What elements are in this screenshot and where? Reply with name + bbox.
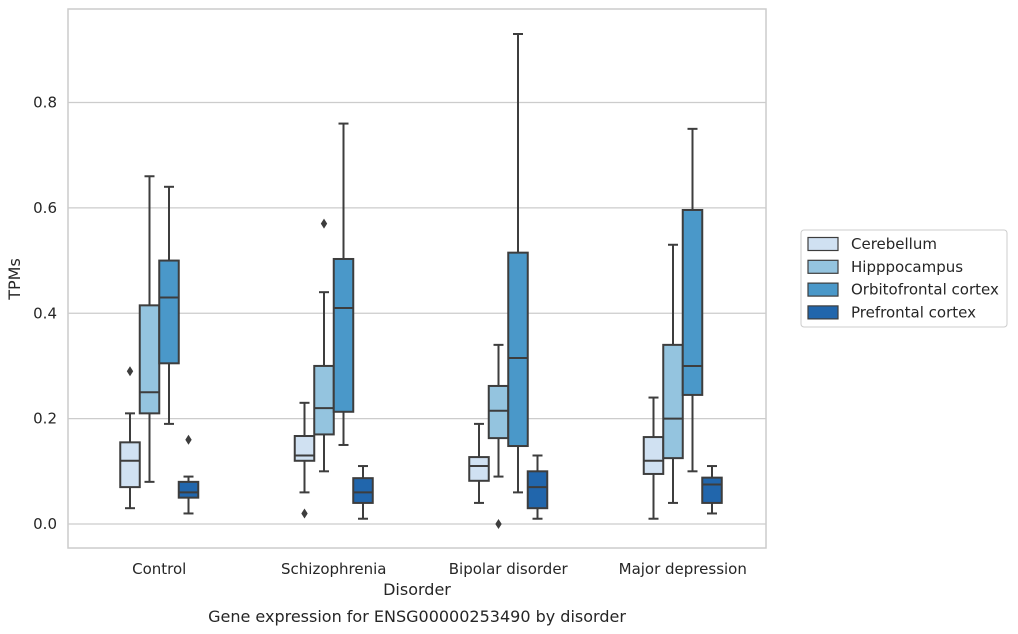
box-iqr bbox=[119, 441, 141, 489]
legend-frame bbox=[800, 229, 1008, 328]
y-tick-label: 0.0 bbox=[33, 515, 57, 533]
box-orbitofrontal-cortex bbox=[158, 185, 180, 425]
box-hipppocampus bbox=[662, 243, 684, 504]
x-axis-title: Disorder bbox=[383, 580, 451, 599]
outlier-point bbox=[495, 519, 502, 529]
legend-label: Orbitofrontal cortex bbox=[851, 281, 999, 299]
box-orbitofrontal-cortex bbox=[681, 127, 704, 473]
box-iqr bbox=[332, 257, 355, 413]
box-hipppocampus bbox=[487, 343, 510, 529]
outlier-point bbox=[185, 434, 192, 445]
box-iqr bbox=[158, 259, 180, 365]
y-tick-label: 0.2 bbox=[33, 410, 57, 428]
box-iqr bbox=[662, 343, 684, 460]
legend-label: Cerebellum bbox=[851, 235, 937, 253]
box-iqr bbox=[507, 251, 529, 448]
boxes bbox=[119, 33, 723, 529]
legend-label: Hipppocampus bbox=[851, 258, 963, 276]
box-prefrontal-cortex bbox=[526, 454, 549, 520]
box-cerebellum bbox=[119, 366, 141, 510]
box-iqr bbox=[293, 435, 316, 462]
x-tick-label: Control bbox=[132, 560, 186, 578]
box-iqr bbox=[701, 476, 723, 504]
outlier-point bbox=[301, 508, 308, 519]
box-iqr bbox=[468, 456, 490, 482]
outlier-point bbox=[126, 366, 134, 377]
y-axis-ticks: 0.0 0.2 0.4 0.6 0.8 bbox=[33, 94, 57, 534]
box-iqr bbox=[526, 470, 549, 510]
box-prefrontal-cortex bbox=[701, 465, 723, 515]
x-tick-label: Bipolar disorder bbox=[449, 560, 569, 578]
y-tick-label: 0.6 bbox=[33, 199, 57, 217]
box-cerebellum bbox=[642, 396, 665, 520]
outlier-point bbox=[320, 218, 328, 229]
y-tick-label: 0.4 bbox=[33, 304, 57, 322]
box-prefrontal-cortex bbox=[352, 465, 374, 520]
legend-swatch bbox=[807, 305, 839, 320]
box-hipppocampus bbox=[138, 175, 161, 483]
legend-swatch bbox=[807, 259, 839, 274]
box-iqr bbox=[313, 364, 335, 436]
box-orbitofrontal-cortex bbox=[332, 122, 355, 446]
y-axis-title: TPMs bbox=[5, 258, 24, 301]
x-axis-ticks: Control Schizophrenia Bipolar disorder Majo… bbox=[132, 560, 747, 578]
x-tick-label: Major depression bbox=[619, 560, 747, 578]
x-tick-label: Schizophrenia bbox=[281, 560, 386, 578]
y-tick-label: 0.8 bbox=[33, 94, 57, 112]
plot-frame bbox=[67, 8, 767, 549]
box-iqr bbox=[352, 477, 374, 504]
box-iqr bbox=[487, 384, 510, 440]
box-cerebellum bbox=[468, 422, 490, 504]
box-prefrontal-cortex bbox=[177, 434, 200, 515]
box-orbitofrontal-cortex bbox=[507, 33, 529, 494]
legend-label: Prefrontal cortex bbox=[851, 303, 976, 321]
legend-swatch bbox=[807, 282, 839, 297]
box-iqr bbox=[177, 480, 200, 499]
box-iqr bbox=[681, 208, 704, 396]
legend: Cerebellum Hipppocampus Orbitofrontal cort… bbox=[800, 229, 1008, 328]
box-iqr bbox=[642, 436, 665, 475]
legend-swatch bbox=[807, 236, 839, 252]
box-iqr bbox=[138, 304, 161, 415]
figure-caption: Gene expression for ENSG00000253490 by d… bbox=[208, 607, 626, 626]
box-cerebellum bbox=[293, 401, 316, 519]
gridlines bbox=[68, 101, 766, 525]
box-hipppocampus bbox=[313, 218, 335, 473]
